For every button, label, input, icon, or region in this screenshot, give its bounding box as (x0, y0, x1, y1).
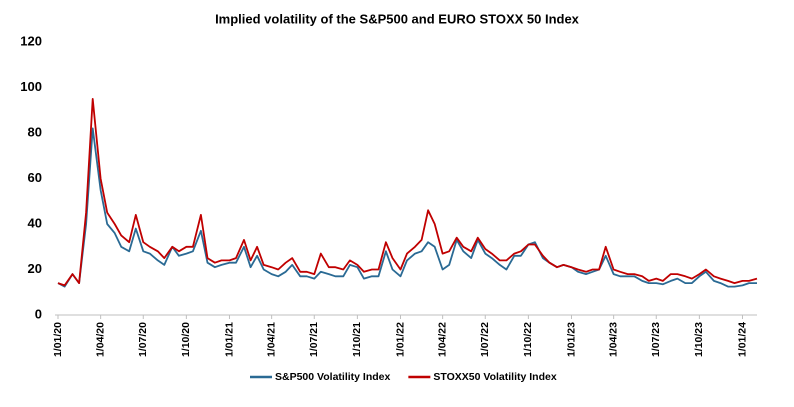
x-tick-label: 1/10/22 (522, 322, 534, 357)
series-line (57, 98, 758, 287)
y-tick-label: 120 (20, 33, 42, 48)
series-line (57, 127, 757, 288)
x-tick-label: 1/04/23 (607, 322, 619, 357)
x-tick-label: 1/10/21 (351, 322, 363, 357)
x-tick-label: 1/10/20 (180, 322, 192, 357)
x-tick-label: 1/10/23 (693, 322, 705, 357)
y-tick-label: 80 (28, 124, 42, 139)
y-tick-label: 20 (28, 261, 42, 276)
y-tick-label: 0 (35, 306, 42, 321)
y-tick-label: 60 (28, 170, 42, 185)
x-tick-label: 1/07/23 (650, 322, 662, 357)
x-tick-label: 1/01/24 (736, 322, 748, 357)
x-tick-label: 1/01/20 (52, 322, 64, 357)
chart-title: Implied volatility of the S&P500 and EUR… (215, 11, 580, 26)
x-tick-label: 1/07/20 (137, 322, 149, 357)
x-tick-label: 1/04/21 (265, 322, 277, 357)
x-tick-label: 1/07/22 (479, 322, 491, 357)
x-tick-label: 1/01/23 (565, 322, 577, 357)
x-tick-label: 1/04/22 (436, 322, 448, 357)
x-tick-label: 1/04/20 (94, 322, 106, 357)
y-tick-label: 40 (28, 215, 42, 230)
x-tick-label: 1/01/21 (223, 322, 235, 357)
legend-label: STOXX50 Volatility Index (433, 371, 556, 383)
x-tick-label: 1/07/21 (308, 322, 320, 357)
y-tick-label: 100 (20, 79, 42, 94)
legend-label: S&P500 Volatility Index (275, 371, 391, 383)
x-tick-label: 1/01/22 (394, 322, 406, 357)
